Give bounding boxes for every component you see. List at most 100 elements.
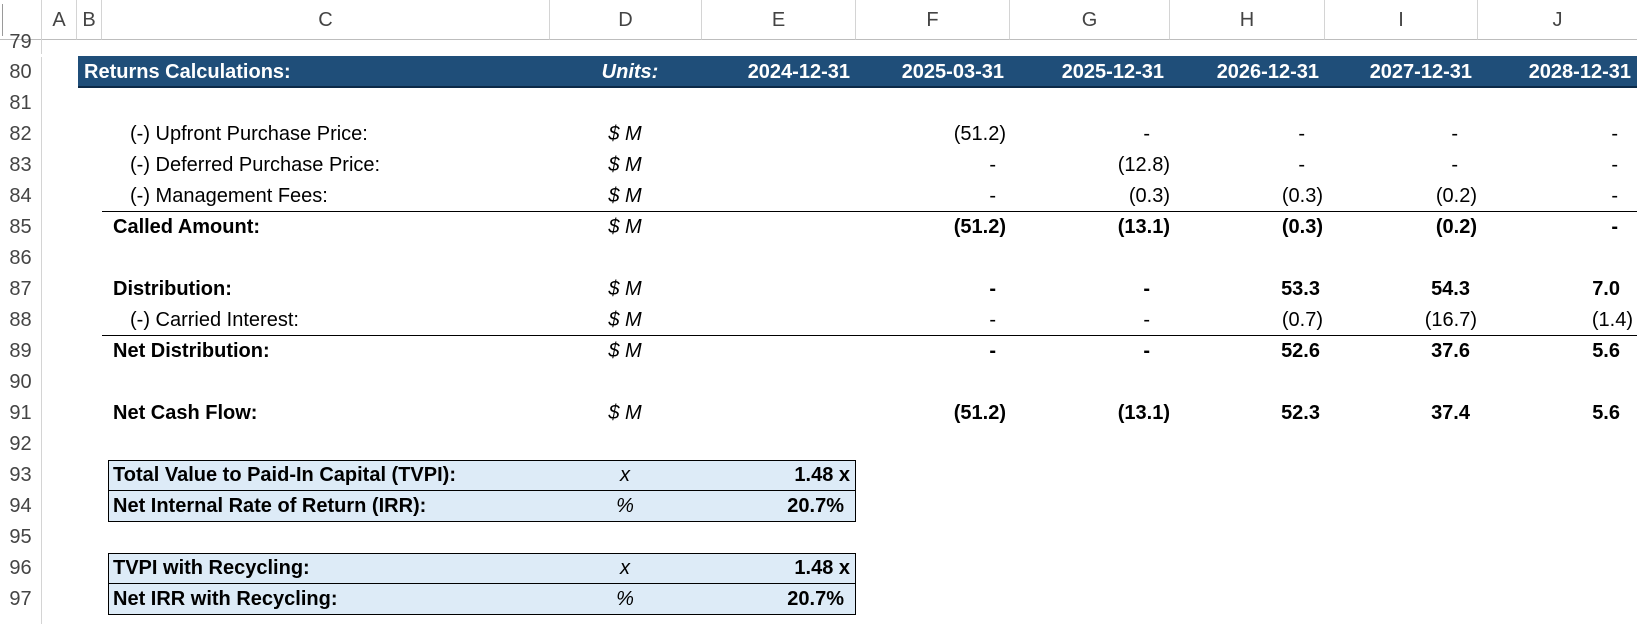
column-header-h[interactable]: H	[1170, 0, 1325, 40]
row-label-management-fees[interactable]: (-) Management Fees:	[130, 185, 328, 207]
date-header-f[interactable]: 2025-03-31	[901, 61, 1004, 83]
value-cell[interactable]: -	[1143, 309, 1150, 331]
metric-unit[interactable]: x	[620, 557, 630, 579]
row-label-carried-interest[interactable]: (-) Carried Interest:	[130, 309, 299, 331]
column-header-f[interactable]: F	[856, 0, 1010, 40]
metric-label-irr-recycling[interactable]: Net IRR with Recycling:	[113, 588, 338, 610]
value-cell[interactable]: -	[1143, 278, 1150, 300]
row-header-84[interactable]: 84	[0, 181, 42, 212]
units-header[interactable]: Units:	[601, 61, 659, 83]
value-cell[interactable]: (12.8)	[1117, 154, 1170, 176]
row-label-net-distribution[interactable]: Net Distribution:	[113, 340, 270, 362]
column-header-b[interactable]: B	[77, 0, 102, 40]
value-cell[interactable]: (1.4)	[1591, 309, 1633, 331]
column-header-c[interactable]: C	[102, 0, 550, 40]
row-label-net-cash-flow[interactable]: Net Cash Flow:	[113, 402, 258, 424]
value-cell[interactable]: -	[1611, 216, 1618, 238]
row-header-94[interactable]: 94	[0, 491, 42, 522]
row-label-distribution[interactable]: Distribution:	[113, 278, 232, 300]
value-cell[interactable]: -	[1611, 123, 1618, 145]
row-label-called-amount[interactable]: Called Amount:	[113, 216, 261, 238]
value-cell[interactable]: 37.6	[1431, 340, 1470, 362]
value-cell[interactable]: 37.4	[1431, 402, 1470, 424]
value-cell[interactable]: (51.2)	[953, 402, 1006, 424]
value-cell[interactable]: (13.1)	[1117, 402, 1170, 424]
unit-cell[interactable]: $ M	[608, 309, 642, 331]
value-cell[interactable]: (0.3)	[1281, 216, 1323, 238]
row-header-91[interactable]: 91	[0, 398, 42, 429]
value-cell[interactable]: -	[1611, 185, 1618, 207]
date-header-i[interactable]: 2027-12-31	[1369, 61, 1472, 83]
value-cell[interactable]: -	[1298, 123, 1305, 145]
column-header-a[interactable]: A	[42, 0, 77, 40]
row-header-80[interactable]: 80	[0, 57, 42, 88]
row-header-81[interactable]: 81	[0, 88, 42, 119]
date-header-g[interactable]: 2025-12-31	[1061, 61, 1164, 83]
row-header-89[interactable]: 89	[0, 336, 42, 367]
row-label-upfront-purchase-price[interactable]: (-) Upfront Purchase Price:	[130, 123, 368, 145]
unit-cell[interactable]: $ M	[608, 185, 642, 207]
value-cell[interactable]: -	[1451, 154, 1458, 176]
row-header-82[interactable]: 82	[0, 119, 42, 150]
row-header-87[interactable]: 87	[0, 274, 42, 305]
date-header-j[interactable]: 2028-12-31	[1528, 61, 1631, 83]
value-cell[interactable]: 7.0	[1592, 278, 1620, 300]
value-cell[interactable]: (13.1)	[1117, 216, 1170, 238]
value-cell[interactable]: (51.2)	[953, 123, 1006, 145]
row-header-90[interactable]: 90	[0, 367, 42, 398]
metric-label-irr[interactable]: Net Internal Rate of Return (IRR):	[113, 495, 427, 517]
value-cell[interactable]: 54.3	[1431, 278, 1470, 300]
value-cell[interactable]: -	[989, 278, 996, 300]
value-cell[interactable]: -	[1611, 154, 1618, 176]
value-cell[interactable]: (0.3)	[1281, 185, 1323, 207]
metric-label-tvpi[interactable]: Total Value to Paid-In Capital (TVPI):	[113, 464, 456, 486]
row-header-92[interactable]: 92	[0, 429, 42, 460]
row-header-95[interactable]: 95	[0, 522, 42, 553]
row-header-96[interactable]: 96	[0, 553, 42, 584]
value-cell[interactable]: -	[1451, 123, 1458, 145]
row-header-93[interactable]: 93	[0, 460, 42, 491]
column-header-g[interactable]: G	[1010, 0, 1170, 40]
row-header-79[interactable]: 79	[0, 28, 42, 54]
metric-unit[interactable]: %	[616, 588, 634, 610]
column-header-e[interactable]: E	[702, 0, 856, 40]
value-cell[interactable]: 5.6	[1592, 340, 1620, 362]
select-all-corner[interactable]	[0, 0, 42, 40]
value-cell[interactable]: (0.7)	[1281, 309, 1323, 331]
value-cell[interactable]: 52.3	[1281, 402, 1320, 424]
value-cell[interactable]: -	[989, 309, 996, 331]
value-cell[interactable]: -	[1143, 123, 1150, 145]
row-header-85[interactable]: 85	[0, 212, 42, 243]
section-title[interactable]: Returns Calculations:	[84, 61, 291, 83]
value-cell[interactable]: (0.2)	[1435, 185, 1477, 207]
value-cell[interactable]: (0.2)	[1435, 216, 1477, 238]
value-cell[interactable]: -	[989, 154, 996, 176]
row-label-deferred-purchase-price[interactable]: (-) Deferred Purchase Price:	[130, 154, 381, 176]
metric-value-tvpi-recycling[interactable]: 1.48 x	[794, 557, 850, 579]
unit-cell[interactable]: $ M	[608, 123, 642, 145]
value-cell[interactable]: -	[1298, 154, 1305, 176]
unit-cell[interactable]: $ M	[608, 340, 642, 362]
metric-value-irr[interactable]: 20.7%	[787, 495, 844, 517]
metric-label-tvpi-recycling[interactable]: TVPI with Recycling:	[113, 557, 310, 579]
row-header-86[interactable]: 86	[0, 243, 42, 274]
row-header-97[interactable]: 97	[0, 584, 42, 615]
row-header-88[interactable]: 88	[0, 305, 42, 336]
value-cell[interactable]: 5.6	[1592, 402, 1620, 424]
unit-cell[interactable]: $ M	[608, 154, 642, 176]
date-header-h[interactable]: 2026-12-31	[1216, 61, 1319, 83]
value-cell[interactable]: -	[989, 340, 996, 362]
unit-cell[interactable]: $ M	[608, 402, 642, 424]
value-cell[interactable]: -	[1143, 340, 1150, 362]
metric-value-irr-recycling[interactable]: 20.7%	[787, 588, 844, 610]
unit-cell[interactable]: $ M	[608, 216, 642, 238]
column-header-d[interactable]: D	[550, 0, 702, 40]
value-cell[interactable]: (0.3)	[1128, 185, 1170, 207]
unit-cell[interactable]: $ M	[608, 278, 642, 300]
row-header-83[interactable]: 83	[0, 150, 42, 181]
value-cell[interactable]: 53.3	[1281, 278, 1320, 300]
column-header-j[interactable]: J	[1478, 0, 1637, 40]
metric-unit[interactable]: %	[616, 495, 634, 517]
column-header-i[interactable]: I	[1325, 0, 1478, 40]
value-cell[interactable]: 52.6	[1281, 340, 1320, 362]
